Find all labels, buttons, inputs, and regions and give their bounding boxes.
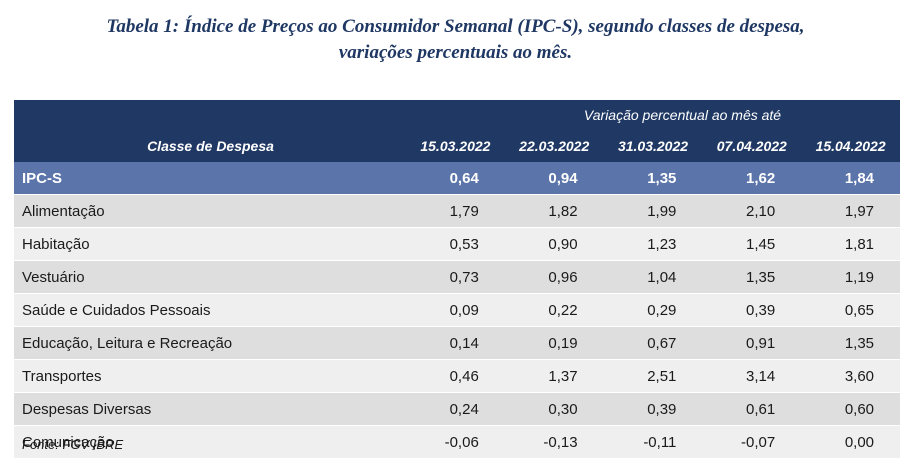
table-title-line-1: Tabela 1: Índice de Preços ao Consumidor… [0, 14, 911, 40]
header-row-group: Variação percentual ao mês até [14, 100, 901, 130]
value-cell: 0,39 [603, 392, 703, 426]
value-cell: 0,19 [504, 326, 604, 360]
table-row: Transportes 0,46 1,37 2,51 3,14 3,60 [14, 359, 901, 393]
value-cell: 1,99 [603, 194, 703, 228]
table-title-label: Tabela 1 [106, 16, 173, 37]
value-cell: 0,65 [801, 293, 901, 327]
value-cell: 0,39 [702, 293, 802, 327]
value-cell: 0,46 [406, 359, 505, 393]
value-cell: 0,22 [504, 293, 604, 327]
date-column-header: 07.04.2022 [702, 130, 802, 162]
value-cell: 1,35 [801, 326, 901, 360]
table-row: Despesas Diversas 0,24 0,30 0,39 0,61 0,60 [14, 392, 901, 426]
value-cell: 0,96 [504, 260, 604, 294]
header-empty-cell [14, 100, 406, 130]
value-cell: 1,82 [504, 194, 604, 228]
value-cell: 1,45 [702, 227, 802, 261]
date-column-header: 31.03.2022 [603, 130, 703, 162]
value-cell: 3,14 [702, 359, 802, 393]
group-header: Variação percentual ao mês até [406, 100, 901, 130]
value-cell: 0,00 [801, 425, 901, 459]
value-cell: 1,04 [603, 260, 703, 294]
table-title-line-1-text: : Índice de Preços ao Consumidor Semanal… [172, 16, 805, 37]
value-cell: 1,35 [603, 162, 703, 195]
table-title: Tabela 1: Índice de Preços ao Consumidor… [0, 14, 911, 66]
row-label: Saúde e Cuidados Pessoais [14, 293, 406, 327]
value-cell: 0,29 [603, 293, 703, 327]
value-cell: 2,10 [702, 194, 802, 228]
row-label: IPC-S [14, 162, 406, 195]
value-cell: 0,73 [406, 260, 505, 294]
value-cell: 1,84 [801, 162, 901, 195]
date-column-header: 22.03.2022 [504, 130, 604, 162]
ipc-s-table: Variação percentual ao mês até Classe de… [14, 100, 901, 459]
row-label: Alimentação [14, 194, 406, 228]
value-cell: 0,14 [406, 326, 505, 360]
table-row: Saúde e Cuidados Pessoais 0,09 0,22 0,29 0,3… [14, 293, 901, 327]
value-cell: 1,62 [702, 162, 802, 195]
value-cell: 0,24 [406, 392, 505, 426]
value-cell: 0,67 [603, 326, 703, 360]
value-cell: 0,94 [504, 162, 604, 195]
value-cell: 0,53 [406, 227, 505, 261]
value-cell: 3,60 [801, 359, 901, 393]
value-cell: 1,19 [801, 260, 901, 294]
value-cell: 0,30 [504, 392, 604, 426]
value-cell: 0,91 [702, 326, 802, 360]
value-cell: -0,11 [603, 425, 703, 459]
row-label: Comunicação [14, 425, 406, 459]
date-column-header: 15.03.2022 [406, 130, 505, 162]
row-label: Despesas Diversas [14, 392, 406, 426]
value-cell: -0,07 [702, 425, 802, 459]
value-cell: 1,37 [504, 359, 604, 393]
header-row-columns: Classe de Despesa 15.03.2022 22.03.2022 … [14, 130, 901, 162]
table-row: Habitação 0,53 0,90 1,23 1,45 1,81 [14, 227, 901, 261]
summary-row: IPC-S 0,64 0,94 1,35 1,62 1,84 [14, 162, 901, 195]
value-cell: 1,97 [801, 194, 901, 228]
value-cell: 0,60 [801, 392, 901, 426]
value-cell: 0,90 [504, 227, 604, 261]
value-cell: 0,09 [406, 293, 505, 327]
row-label: Vestuário [14, 260, 406, 294]
class-column-header: Classe de Despesa [14, 130, 406, 162]
value-cell: -0,13 [504, 425, 604, 459]
value-cell: 0,61 [702, 392, 802, 426]
table-row: Vestuário 0,73 0,96 1,04 1,35 1,19 [14, 260, 901, 294]
value-cell: -0,06 [406, 425, 505, 459]
table-row: Educação, Leitura e Recreação 0,14 0,19 0,6… [14, 326, 901, 360]
source-note: Fonte: FGV IBRE [22, 437, 124, 452]
row-label: Transportes [14, 359, 406, 393]
row-label: Habitação [14, 227, 406, 261]
value-cell: 1,23 [603, 227, 703, 261]
value-cell: 0,64 [406, 162, 505, 195]
table-header: Variação percentual ao mês até Classe de… [14, 100, 901, 162]
table-row: Alimentação 1,79 1,82 1,99 2,10 1,97 [14, 194, 901, 228]
value-cell: 1,79 [406, 194, 505, 228]
value-cell: 1,35 [702, 260, 802, 294]
date-column-header: 15.04.2022 [801, 130, 901, 162]
row-label: Educação, Leitura e Recreação [14, 326, 406, 360]
value-cell: 2,51 [603, 359, 703, 393]
table-row: Comunicação -0,06 -0,13 -0,11 -0,07 0,00 [14, 425, 901, 459]
value-cell: 1,81 [801, 227, 901, 261]
table-body: IPC-S 0,64 0,94 1,35 1,62 1,84 Alimentação 1,79… [14, 162, 901, 459]
table-title-line-2: variações percentuais ao mês. [338, 42, 573, 63]
